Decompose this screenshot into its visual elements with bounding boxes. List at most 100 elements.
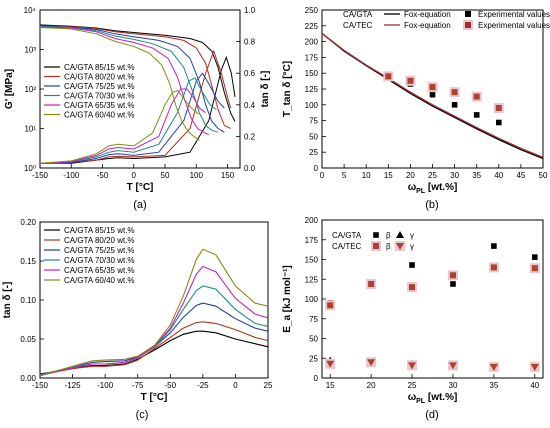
legend-system: CA/GTA: [343, 10, 373, 19]
y2-tick-label: 0.4: [244, 101, 256, 110]
y2-axis-label: tan δ [-]: [260, 71, 271, 108]
data-point: [451, 89, 458, 96]
modulus-line: [39, 26, 210, 136]
x-axis-label: T [°C]: [127, 182, 154, 193]
data-point: [368, 280, 375, 287]
data-point: [373, 232, 379, 238]
legend-label: CA/GTA 85/15 wt.%: [64, 226, 135, 235]
x-tick-label: 30: [449, 381, 458, 390]
legend-label: CA/GTA 75/25 wt.%: [64, 246, 135, 255]
data-point: [490, 264, 497, 271]
x-axis-label: T [°C]: [141, 392, 168, 403]
y-tick-label: 0: [314, 374, 319, 383]
legend-marker: [465, 22, 471, 28]
x-tick-label: 0: [233, 381, 238, 390]
y-tick-label: 10¹: [24, 125, 36, 134]
legend-label: CA/GTA 80/20 wt.%: [64, 73, 135, 82]
tan-delta-line: [39, 285, 269, 376]
tan-delta-line: [39, 49, 232, 164]
y-tick-label: 200: [305, 38, 319, 47]
legend-beta: β: [386, 231, 391, 240]
y-tick-label: 175: [305, 236, 319, 245]
legend-label: CA/GTA 65/35 wt.%: [64, 101, 135, 110]
y-tick-label: 150: [305, 69, 319, 78]
y2-tick-label: 0.8: [244, 38, 256, 47]
data-point: [532, 254, 538, 260]
data-point: [473, 93, 480, 100]
data-point: [450, 281, 456, 287]
legend-line-label: Fox-equation: [404, 10, 451, 19]
legend-label: CA/GTA 60/40 wt.%: [64, 111, 135, 120]
panel-label: (b): [425, 199, 438, 211]
y-tick-label: 10²: [24, 85, 36, 94]
y-tick-label: 0.15: [20, 257, 36, 266]
x-tick-label: 100: [190, 171, 204, 180]
panel-d: 15 20 25 30 35 40 0 25 50 75 100 125 150 175 200 ωPL [w…: [282, 216, 544, 421]
y-tick-label: 50: [309, 335, 318, 344]
y-tick-label: 0: [314, 164, 319, 173]
modulus-line: [39, 27, 200, 141]
panel-c: -150 -125 -100 -75 -50 -25 0 25 0.00 0.05 0.10 0.15…: [2, 218, 273, 421]
legend-label: CA/GTA 70/30 wt.%: [64, 256, 135, 265]
legend-gamma: γ: [410, 231, 414, 240]
data-point: [496, 119, 502, 126]
x-tick-label: 20: [406, 171, 415, 180]
x-tick-label: 50: [161, 171, 170, 180]
data-point: [327, 302, 334, 309]
x-tick-label: 25: [408, 381, 417, 390]
x-tick-label: 45: [516, 171, 525, 180]
legend-system: CA/GTA: [332, 231, 362, 240]
y-tick-label: 175: [305, 53, 319, 62]
y-tick-label: 0.00: [20, 374, 36, 383]
y-tick-label: 100: [305, 295, 319, 304]
x-tick-label: 10: [362, 171, 371, 180]
y-tick-label: 10⁰: [24, 164, 36, 173]
x-tick-label: 35: [489, 381, 498, 390]
modulus-line: [39, 25, 231, 129]
y-tick-label: 75: [309, 315, 318, 324]
y2-tick-label: 1.0: [244, 6, 256, 15]
tan-delta-line: [39, 72, 225, 164]
y-axis-label: T_tan δ [°C]: [282, 61, 293, 117]
x-tick-label: 15: [384, 171, 393, 180]
x-tick-label: 5: [342, 171, 347, 180]
legend-label: CA/GTA 75/25 wt.%: [64, 82, 135, 91]
legend-label: CA/GTA 70/30 wt.%: [64, 92, 135, 101]
tan-delta-line: [39, 90, 200, 164]
y-tick-label: 0.05: [20, 335, 36, 344]
x-tick-label: -75: [132, 381, 144, 390]
data-point: [429, 91, 436, 98]
y2-tick-label: 0.6: [244, 69, 256, 78]
tan-delta-line: [39, 265, 269, 377]
y-tick-label: 225: [305, 22, 319, 31]
data-point: [409, 284, 416, 291]
panel-b: 0 5 10 15 20 25 30 35 40 45 50 0 25 50 75 100 125 150 175 2…: [282, 6, 550, 211]
x-tick-label: 40: [530, 381, 539, 390]
legend-gamma: γ: [410, 242, 414, 251]
legend-points-label: Experimental values: [478, 21, 550, 30]
y-axis-label: E_a [kJ mol⁻¹]: [282, 265, 293, 333]
data-point: [530, 363, 539, 371]
y-axis-label: tan δ [-]: [2, 282, 13, 319]
tan-delta-line: [39, 302, 269, 376]
data-point: [451, 102, 458, 108]
x-tick-label: 15: [326, 381, 335, 390]
legend-system: CA/TEC: [343, 21, 373, 30]
tan-delta-line: [39, 321, 269, 376]
data-point: [407, 77, 414, 84]
tan-delta-line: [39, 88, 206, 164]
y-tick-label: 50: [309, 132, 318, 141]
legend-label: CA/GTA 60/40 wt.%: [64, 276, 135, 285]
x-tick-label: 0: [320, 171, 325, 180]
legend-system: CA/TEC: [332, 242, 362, 251]
tan-delta-line: [39, 248, 269, 377]
data-point: [396, 231, 404, 238]
modulus-line: [39, 26, 219, 133]
legend-label: CA/GTA 65/35 wt.%: [64, 266, 135, 275]
x-tick-label: 50: [539, 171, 548, 180]
x-tick-label: 25: [264, 381, 273, 390]
x-tick-label: -150: [32, 171, 49, 180]
x-axis-label: ωPL [wt.%]: [408, 182, 458, 195]
data-point: [385, 73, 392, 80]
